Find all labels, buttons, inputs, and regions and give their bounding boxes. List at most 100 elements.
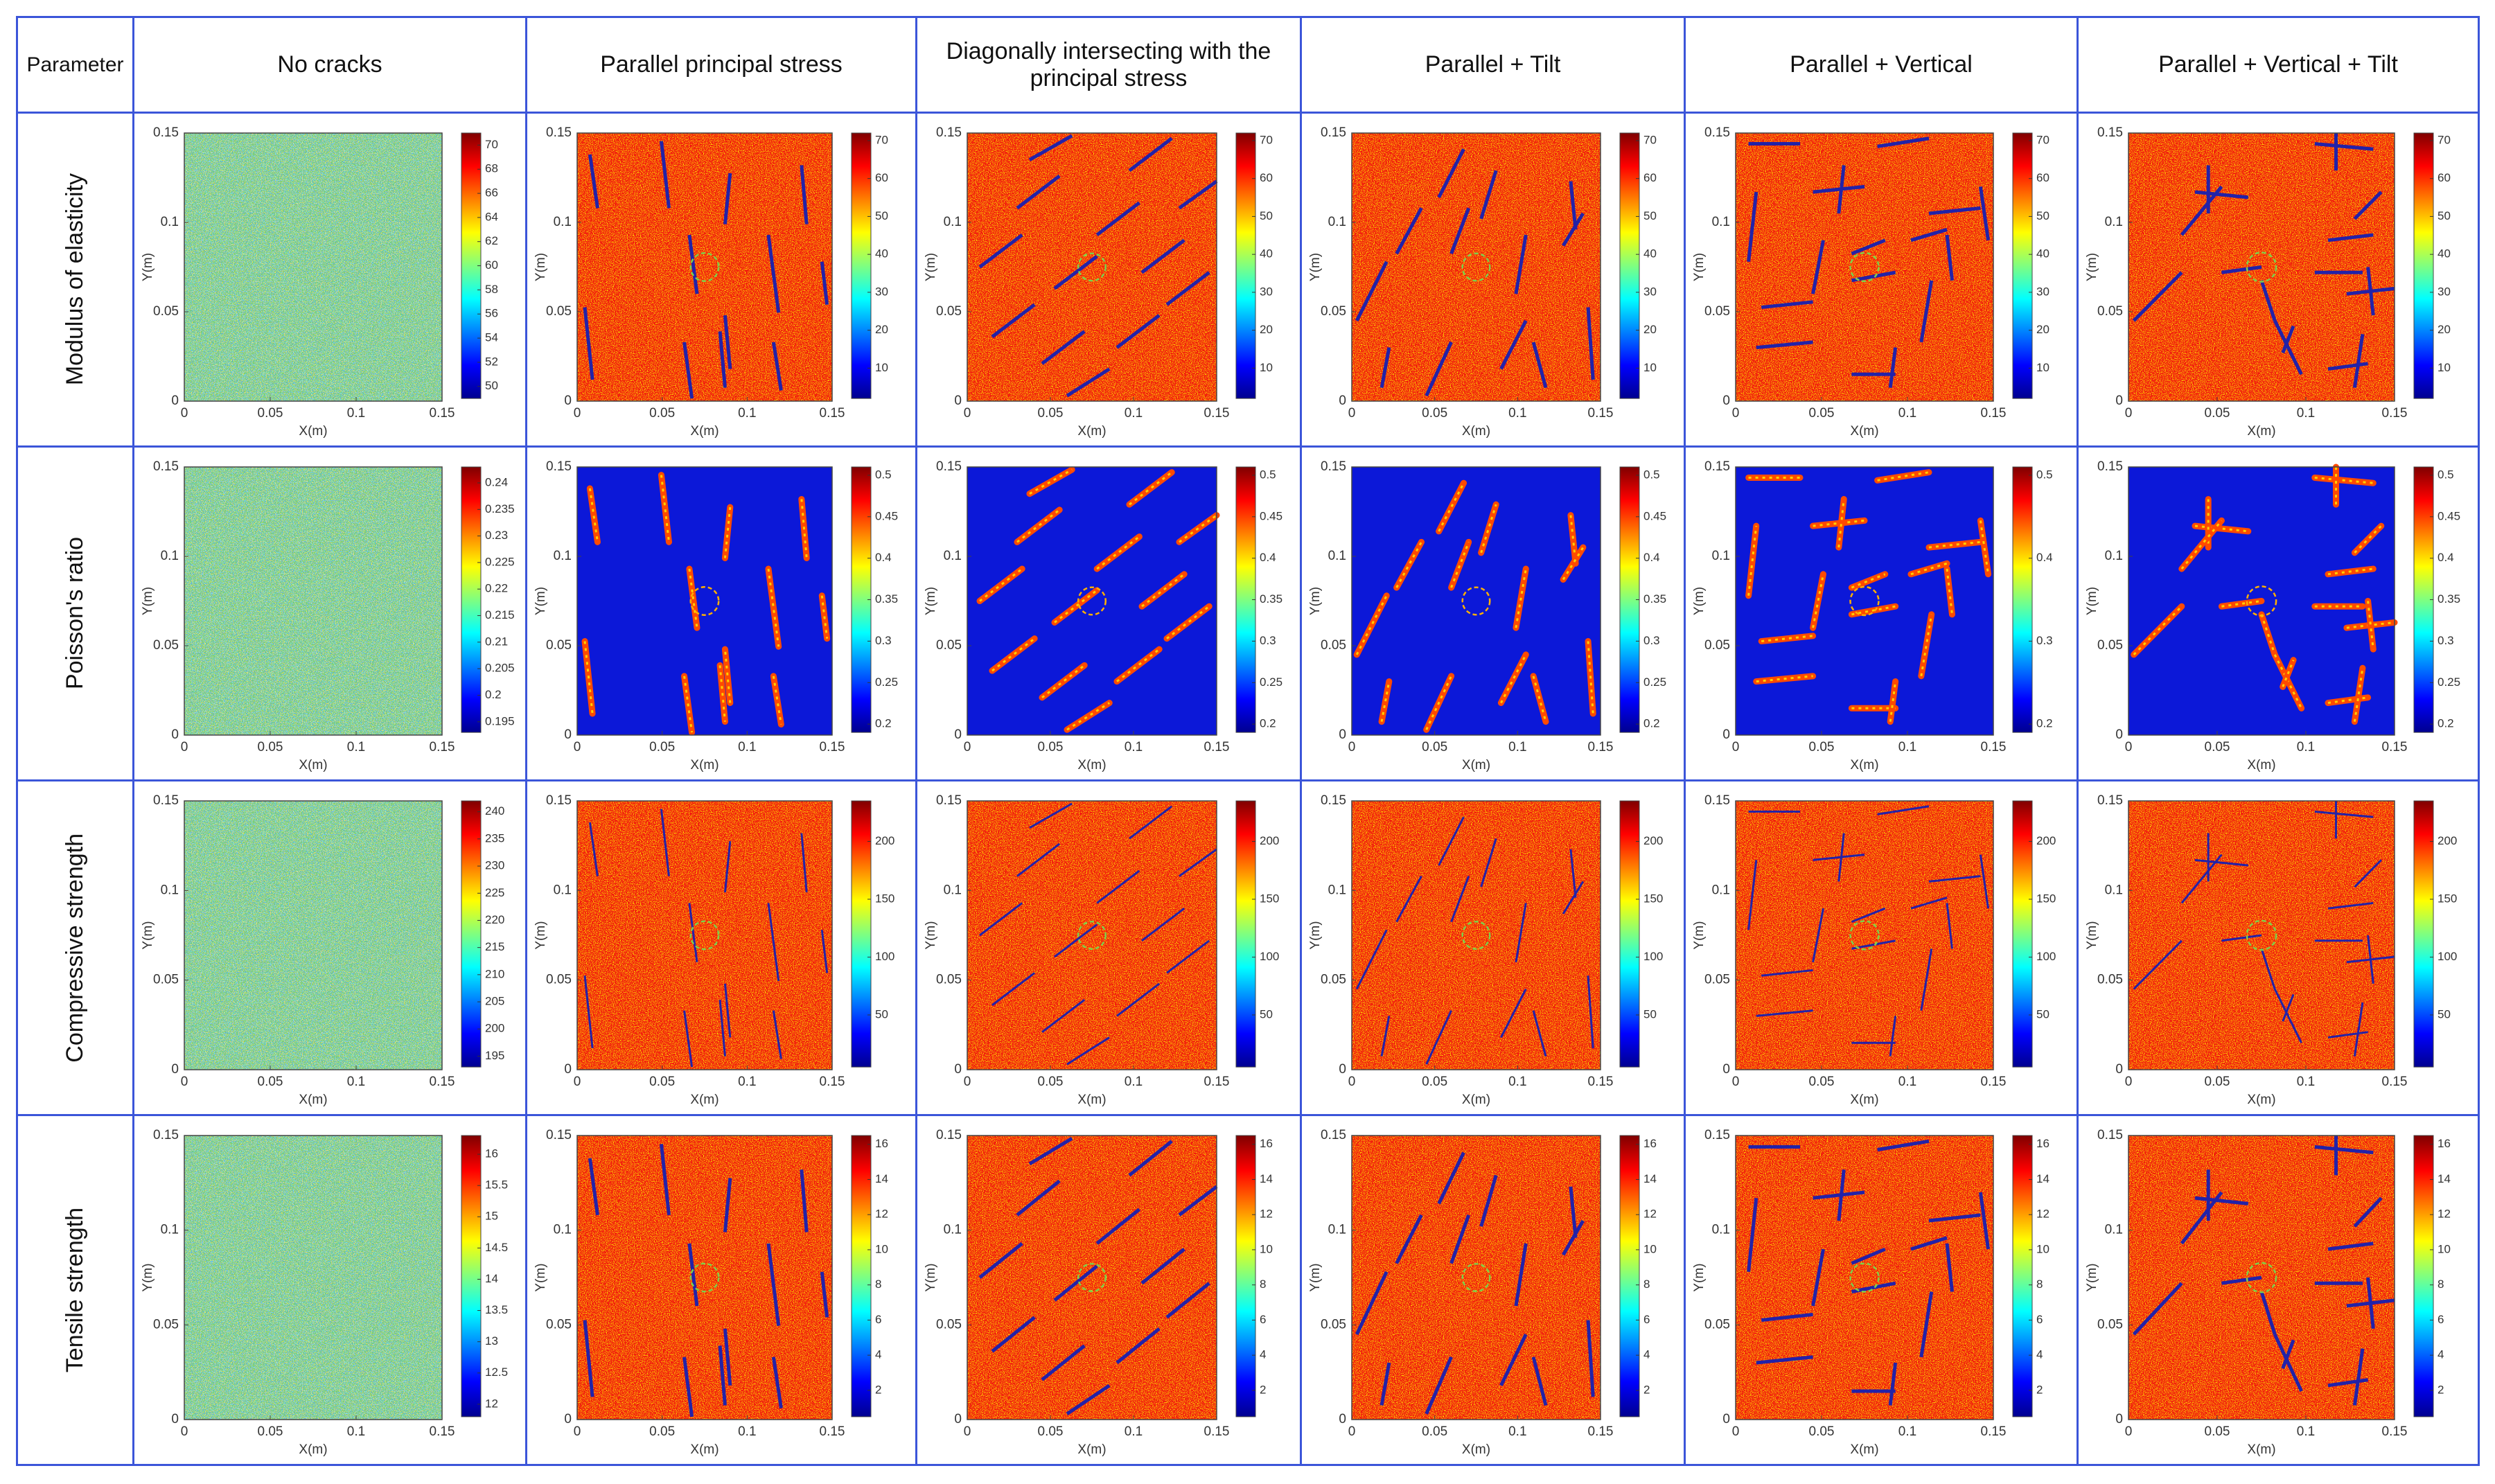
crack-core <box>1450 541 1470 588</box>
x-tick-label: 0.1 <box>1508 1424 1526 1439</box>
colorbar-tick-label: 14 <box>1643 1172 1657 1185</box>
y-tick-label: 0.1 <box>944 1223 962 1237</box>
crack <box>588 154 599 209</box>
y-axis-label: Y(m) <box>2085 1263 2099 1291</box>
colorbar-tick-label: 12 <box>1260 1208 1273 1221</box>
crack <box>2221 934 2262 942</box>
colorbar-tick-label: 40 <box>1643 247 1657 260</box>
crack <box>588 822 599 876</box>
crack-core <box>1747 525 1758 596</box>
colorbar-tick-label: 100 <box>875 950 894 963</box>
crack <box>2351 522 2385 556</box>
crack <box>583 1320 594 1397</box>
colorbar-tick-label: 12 <box>2036 1208 2049 1221</box>
crack <box>1116 982 1161 1017</box>
y-tick-label: 0 <box>1722 1412 1730 1426</box>
x-tick-label: 0.15 <box>1588 1075 1614 1089</box>
monitor-circle <box>1849 251 1880 283</box>
y-tick-label: 0.15 <box>1704 459 1730 474</box>
monitor-circle <box>1461 252 1491 282</box>
crack <box>2194 190 2249 200</box>
y-tick-label: 0 <box>1722 1062 1730 1077</box>
crack <box>1380 1016 1391 1057</box>
crack <box>2281 1339 2295 1370</box>
crack <box>1041 1344 1086 1381</box>
colorbar-tick-label: 14 <box>2437 1172 2451 1185</box>
heatmap-plot: 0 0.05 0.1 0.15 0 0.05 0.1 0.15 X(m) Y(m) 0.2 0.25 0… <box>1308 459 1666 772</box>
x-tick-label: 0 <box>1732 1424 1740 1439</box>
y-tick-label: 0 <box>171 1062 179 1077</box>
colorbar-tick-label: 0.25 <box>2437 675 2460 689</box>
crack-core <box>688 568 698 628</box>
y-axis-label: Y(m) <box>924 921 938 949</box>
y-tick-label: 0 <box>2115 1062 2123 1077</box>
x-axis-label: X(m) <box>299 1442 327 1457</box>
y-axis-label: Y(m) <box>1308 921 1323 949</box>
colorbar-tick-label: 20 <box>875 323 888 336</box>
crack-core <box>1395 541 1422 588</box>
y-tick-label: 0 <box>564 1412 572 1426</box>
colorbar-tick-label: 0.25 <box>875 675 898 689</box>
crack <box>1851 270 1896 283</box>
x-tick-label: 0.1 <box>1125 1424 1143 1439</box>
crack-core <box>772 675 782 725</box>
colorbar-tick-label: 240 <box>485 804 504 818</box>
monitor-circle <box>2246 919 2277 951</box>
crack-core <box>683 675 694 733</box>
crack <box>583 975 594 1049</box>
x-tick-label: 0.1 <box>2297 740 2315 754</box>
crack <box>1761 300 1813 310</box>
x-tick-label: 0 <box>2125 1075 2133 1089</box>
x-tick-label: 0 <box>1732 406 1740 421</box>
colorbar <box>851 800 872 1068</box>
crack <box>1514 1243 1528 1307</box>
colorbar-tick-label: 0.2 <box>2437 717 2454 730</box>
heatmap-plot: 0 0.05 0.1 0.15 0 0.05 0.1 0.15 X(m) Y(m) 0.2 0.3 0.… <box>1692 459 2053 772</box>
header-cell: Parallel principal stress <box>525 16 917 114</box>
colorbar-tick-label: 2 <box>2036 1383 2043 1396</box>
crack-core <box>1016 509 1061 543</box>
crack <box>1877 136 1930 148</box>
crack <box>1515 903 1527 963</box>
crack <box>718 999 726 1057</box>
row-label-cell: Tensile strength <box>16 1114 134 1466</box>
colorbar <box>2012 800 2033 1068</box>
colorbar-tick-label: 20 <box>2036 323 2049 336</box>
x-tick-label: 0.1 <box>2297 1075 2315 1089</box>
crack <box>1756 1009 1813 1017</box>
colorbar-tick-label: 235 <box>485 831 504 845</box>
y-tick-label: 0 <box>564 1062 572 1077</box>
colorbar-tick-label: 13.5 <box>485 1303 508 1316</box>
crack <box>1945 234 1954 281</box>
colorbar-tick-label: 2 <box>1260 1383 1266 1396</box>
crack <box>1531 342 1548 389</box>
x-tick-label: 0.1 <box>1508 740 1526 754</box>
x-tick-label: 0.1 <box>738 1424 756 1439</box>
colorbar <box>2012 466 2033 733</box>
colorbar-tick-label: 200 <box>1260 834 1279 847</box>
x-tick-label: 0.15 <box>1588 406 1614 421</box>
y-axis-label: Y(m) <box>1308 1263 1323 1291</box>
crack <box>1450 876 1470 923</box>
colorbar-tick-label: 0.35 <box>2437 592 2460 606</box>
colorbar-tick-label: 100 <box>1643 950 1663 963</box>
y-tick-label: 0.15 <box>153 459 179 474</box>
colorbar-tick-label: 150 <box>1260 892 1279 905</box>
colorbar-tick-label: 8 <box>2036 1278 2043 1291</box>
crack <box>1747 191 1758 263</box>
crack-core <box>2367 601 2374 650</box>
crack-core <box>1569 515 1577 564</box>
colorbar <box>2413 132 2434 399</box>
x-tick-label: 0 <box>1732 740 1740 754</box>
crack <box>1514 234 1528 294</box>
colorbar-tick-label: 0.205 <box>485 662 515 675</box>
crack <box>2353 1196 2383 1228</box>
crack-core <box>1877 471 1930 482</box>
y-tick-label: 0 <box>954 394 962 408</box>
crack <box>979 902 1023 937</box>
x-tick-label: 0.05 <box>2205 1075 2230 1089</box>
header-cell: Parallel + Tilt <box>1300 16 1686 114</box>
colorbar-tick-label: 200 <box>875 834 894 847</box>
x-tick-label: 0 <box>964 406 971 421</box>
x-tick-label: 0.05 <box>1038 1075 1064 1089</box>
